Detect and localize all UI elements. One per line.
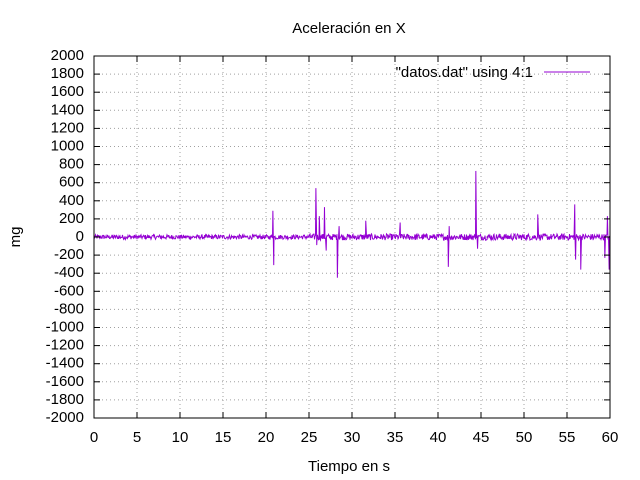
y-tick-label: 1800 <box>51 65 84 82</box>
x-tick-label: 40 <box>430 429 447 446</box>
x-tick-labels: 0 5 10 15 20 25 30 35 40 45 50 55 60 <box>90 429 619 446</box>
y-tick-label: 0 <box>76 228 84 245</box>
y-tick-label: -2000 <box>46 409 84 426</box>
x-tick-label: 20 <box>258 429 275 446</box>
x-tick-label: 0 <box>90 429 98 446</box>
y-tick-label: 1000 <box>51 137 84 154</box>
y-tick-label: 1400 <box>51 101 84 118</box>
y-tick-label: 600 <box>59 174 84 191</box>
y-tick-labels: 2000180016001400120010008006004002000-20… <box>46 47 84 426</box>
y-tick-label: 1200 <box>51 119 84 136</box>
y-tick-label: 200 <box>59 210 84 227</box>
y-tick-label: 400 <box>59 192 84 209</box>
x-axis-label: Tiempo en s <box>308 458 390 475</box>
y-tick-label: -1600 <box>46 373 84 390</box>
y-tick-label: 800 <box>59 156 84 173</box>
x-tick-label: 45 <box>473 429 490 446</box>
x-tick-label: 60 <box>602 429 619 446</box>
y-tick-label: -400 <box>54 264 84 281</box>
axis-ticks <box>93 55 611 419</box>
y-tick-label: -1400 <box>46 355 84 372</box>
series-line <box>93 170 611 278</box>
x-tick-label: 55 <box>559 429 576 446</box>
legend-label: "datos.dat" using 4:1 <box>396 64 533 81</box>
y-tick-label: -1000 <box>46 318 84 335</box>
chart-title: Aceleración en X <box>292 20 405 37</box>
y-axis-label: mg <box>7 227 24 248</box>
legend: "datos.dat" using 4:1 <box>396 64 590 81</box>
x-tick-label: 10 <box>172 429 189 446</box>
x-tick-label: 35 <box>387 429 404 446</box>
x-tick-label: 5 <box>133 429 141 446</box>
y-tick-label: -600 <box>54 282 84 299</box>
x-tick-label: 30 <box>344 429 361 446</box>
y-tick-label: -200 <box>54 246 84 263</box>
x-tick-label: 25 <box>301 429 318 446</box>
y-tick-label: -1800 <box>46 391 84 408</box>
y-tick-label: -1200 <box>46 337 84 354</box>
y-tick-label: -800 <box>54 300 84 317</box>
series-layer <box>93 170 611 278</box>
x-tick-label: 15 <box>215 429 232 446</box>
x-tick-label: 50 <box>516 429 533 446</box>
y-tick-label: 1600 <box>51 83 84 100</box>
y-tick-label: 2000 <box>51 47 84 64</box>
